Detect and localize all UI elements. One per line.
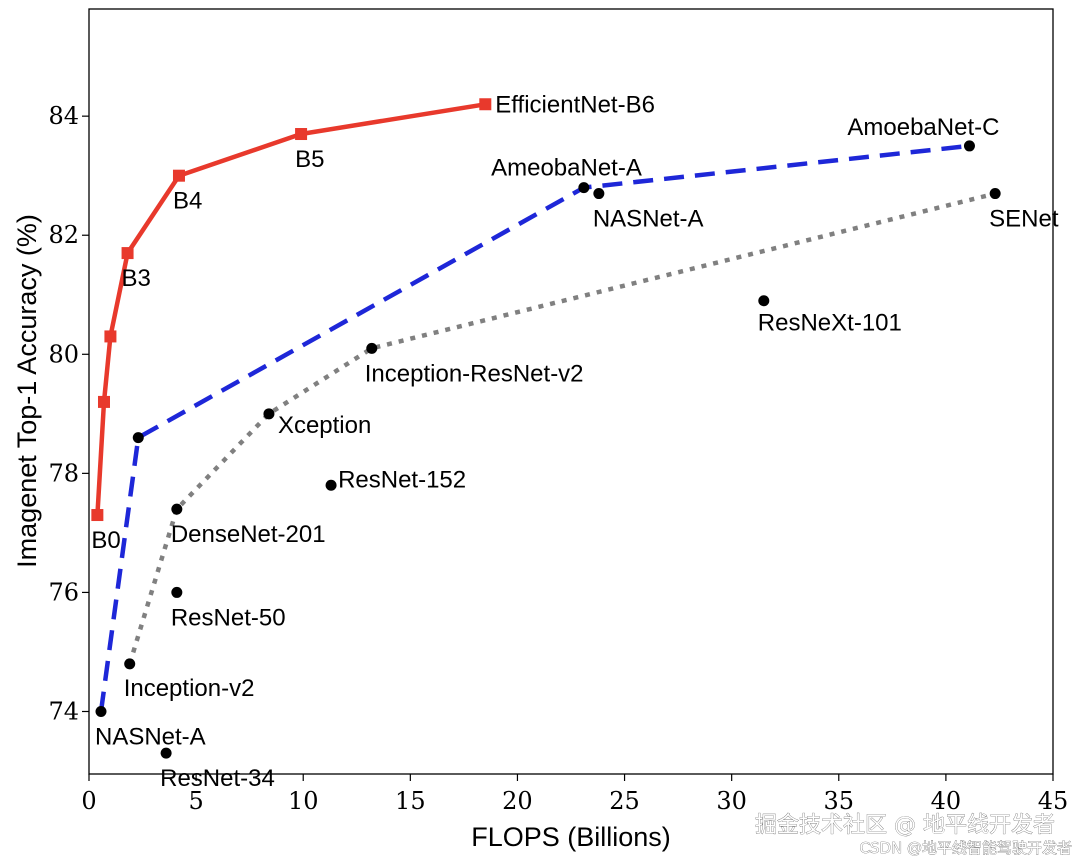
y-tick-label: 80 [48, 340, 79, 368]
x-tick-label: 35 [824, 787, 855, 815]
plot-background [89, 9, 1053, 774]
point-labels: B0 B3 B4 B5 EfficientNet-B6 NASNet-A AmeobaNet… [91, 91, 1059, 792]
plot-frame [88, 8, 1054, 775]
x-tick-label: 15 [395, 787, 426, 815]
y-axis-title: Imagenet Top-1 Accuracy (%) [12, 214, 42, 568]
x-tick-label: 0 [81, 787, 96, 815]
point-label-resnet-152: ResNet-152 [338, 466, 466, 493]
square-marker [104, 330, 117, 343]
y-tick-label: 78 [48, 459, 79, 487]
square-marker [91, 509, 104, 522]
circle-marker [263, 408, 275, 420]
square-marker [121, 247, 134, 260]
circle-marker [325, 479, 337, 491]
point-label-nasnet-a: NASNet-A [95, 723, 206, 750]
point-label-b5: B5 [295, 146, 324, 173]
y-tick-label: 76 [48, 578, 79, 606]
point-label-resnet-50: ResNet-50 [171, 604, 286, 631]
circle-marker [160, 747, 172, 759]
y-tick-label: 74 [48, 697, 79, 725]
x-tick-label: 45 [1038, 787, 1069, 815]
circle-marker [593, 188, 605, 200]
circle-marker [758, 295, 770, 307]
point-label-efficientnet-b6: EfficientNet-B6 [495, 91, 655, 118]
point-label-densenet-201: DenseNet-201 [171, 521, 326, 548]
x-tick-label: 20 [502, 787, 533, 815]
point-label-inception-v2: Inception-v2 [124, 675, 255, 702]
square-marker [295, 128, 308, 141]
x-tick-label: 40 [931, 787, 962, 815]
x-tick-label: 25 [609, 787, 640, 815]
point-label-xception: Xception [278, 412, 371, 439]
point-label-b4: B4 [173, 188, 202, 215]
data-markers [91, 98, 1001, 759]
x-tick-label: 5 [188, 787, 203, 815]
square-marker [479, 98, 492, 111]
circle-marker [963, 140, 975, 152]
square-marker [172, 169, 185, 182]
point-label-ameobanet-a: AmeobaNet-A [491, 155, 642, 182]
point-label-senet: SENet [989, 206, 1059, 233]
circle-marker [171, 586, 183, 598]
point-label-resnext-101: ResNeXt-101 [758, 310, 902, 337]
point-label-b0: B0 [91, 527, 120, 554]
x-tick-label: 10 [288, 787, 319, 815]
watermark-line-1: 掘金技术社区 @ 地平线开发者 [755, 813, 1055, 838]
y-tick-label: 84 [48, 102, 79, 130]
circle-marker [578, 182, 590, 194]
x-axis: 0 5 10 15 20 25 30 35 40 45 [81, 774, 1068, 815]
point-label-amoebanet-c: AmoebaNet-C [847, 114, 999, 141]
point-label-resnet-34: ResNet-34 [160, 765, 275, 792]
nas-series-line [98, 143, 970, 712]
y-axis: 74 76 78 80 82 84 [48, 102, 89, 725]
circle-marker [171, 503, 183, 515]
x-tick-label: 30 [716, 787, 747, 815]
circle-marker [95, 705, 107, 717]
watermark-line-2: CSDN @地平线智能驾驶开发者 [859, 839, 1072, 857]
point-label-nasnet-a: NASNet-A [593, 206, 704, 233]
circle-marker [124, 658, 136, 670]
circle-marker [132, 432, 144, 444]
circle-marker [366, 342, 378, 354]
square-marker [97, 395, 110, 408]
point-label-inception-resnet-v2: Inception-ResNet-v2 [365, 360, 584, 387]
circle-marker [989, 188, 1001, 200]
y-tick-label: 82 [48, 221, 79, 249]
point-label-b3: B3 [122, 265, 151, 292]
x-axis-title: FLOPS (Billions) [471, 822, 671, 852]
